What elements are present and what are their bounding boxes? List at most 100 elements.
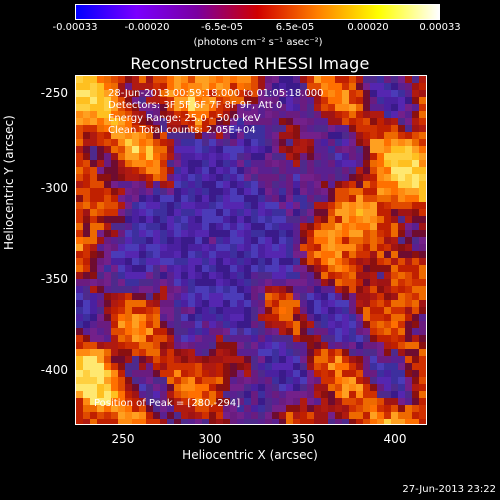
map-pixel <box>398 377 405 384</box>
map-pixel <box>279 209 286 216</box>
map-pixel <box>307 398 314 405</box>
map-pixel <box>349 321 356 328</box>
map-pixel <box>209 328 216 335</box>
map-pixel <box>349 356 356 363</box>
map-pixel <box>76 377 83 384</box>
map-pixel <box>335 279 342 286</box>
map-pixel <box>83 111 90 118</box>
map-pixel <box>209 125 216 132</box>
map-pixel <box>349 216 356 223</box>
map-pixel <box>384 314 391 321</box>
map-pixel <box>328 286 335 293</box>
map-pixel <box>202 349 209 356</box>
map-pixel <box>412 153 419 160</box>
map-pixel <box>139 272 146 279</box>
map-pixel <box>237 391 244 398</box>
map-pixel <box>132 412 139 419</box>
map-pixel <box>258 97 265 104</box>
map-pixel <box>202 377 209 384</box>
map-pixel <box>342 167 349 174</box>
map-pixel <box>83 335 90 342</box>
map-pixel <box>76 328 83 335</box>
map-pixel <box>104 279 111 286</box>
map-pixel <box>272 209 279 216</box>
map-pixel <box>188 321 195 328</box>
map-pixel <box>111 412 118 419</box>
map-pixel <box>83 314 90 321</box>
map-pixel <box>146 321 153 328</box>
map-pixel <box>230 209 237 216</box>
map-pixel <box>300 104 307 111</box>
map-pixel <box>76 118 83 125</box>
map-pixel <box>230 321 237 328</box>
map-pixel <box>160 202 167 209</box>
map-pixel <box>76 293 83 300</box>
map-pixel <box>76 167 83 174</box>
map-pixel <box>335 405 342 412</box>
map-pixel <box>412 265 419 272</box>
map-pixel <box>412 328 419 335</box>
colorbar-tick: -0.00020 <box>124 22 170 33</box>
map-pixel <box>293 279 300 286</box>
map-pixel <box>188 83 195 90</box>
map-pixel <box>118 132 125 139</box>
map-pixel <box>349 405 356 412</box>
map-pixel <box>279 391 286 398</box>
map-pixel <box>405 363 412 370</box>
map-pixel <box>286 104 293 111</box>
map-pixel <box>258 286 265 293</box>
map-pixel <box>230 384 237 391</box>
map-pixel <box>76 356 83 363</box>
map-pixel <box>132 328 139 335</box>
map-pixel <box>237 111 244 118</box>
map-pixel <box>377 391 384 398</box>
map-pixel <box>391 153 398 160</box>
map-pixel <box>384 265 391 272</box>
map-pixel <box>97 195 104 202</box>
map-pixel <box>216 104 223 111</box>
map-pixel <box>188 342 195 349</box>
map-pixel <box>363 307 370 314</box>
map-pixel <box>76 342 83 349</box>
map-pixel <box>363 209 370 216</box>
map-pixel <box>181 167 188 174</box>
map-pixel <box>209 76 216 83</box>
map-pixel <box>104 188 111 195</box>
map-pixel <box>139 307 146 314</box>
map-pixel <box>188 237 195 244</box>
map-pixel <box>363 216 370 223</box>
map-pixel <box>167 223 174 230</box>
map-pixel <box>83 272 90 279</box>
map-pixel <box>188 118 195 125</box>
map-pixel <box>139 160 146 167</box>
map-pixel <box>370 237 377 244</box>
map-pixel <box>181 363 188 370</box>
map-pixel <box>167 139 174 146</box>
map-pixel <box>258 363 265 370</box>
map-pixel <box>160 132 167 139</box>
map-pixel <box>139 384 146 391</box>
map-pixel <box>104 237 111 244</box>
map-pixel <box>118 321 125 328</box>
map-pixel <box>314 125 321 132</box>
map-pixel <box>97 174 104 181</box>
map-pixel <box>90 314 97 321</box>
map-pixel <box>293 377 300 384</box>
map-pixel <box>223 223 230 230</box>
map-pixel <box>356 398 363 405</box>
map-pixel <box>251 188 258 195</box>
map-pixel <box>90 195 97 202</box>
map-pixel <box>300 125 307 132</box>
map-pixel <box>286 76 293 83</box>
map-pixel <box>314 90 321 97</box>
map-pixel <box>202 265 209 272</box>
map-pixel <box>202 230 209 237</box>
map-pixel <box>174 174 181 181</box>
map-pixel <box>83 328 90 335</box>
map-pixel <box>146 286 153 293</box>
map-pixel <box>97 405 104 412</box>
map-pixel <box>265 223 272 230</box>
map-pixel <box>286 118 293 125</box>
map-pixel <box>286 405 293 412</box>
map-pixel <box>160 335 167 342</box>
